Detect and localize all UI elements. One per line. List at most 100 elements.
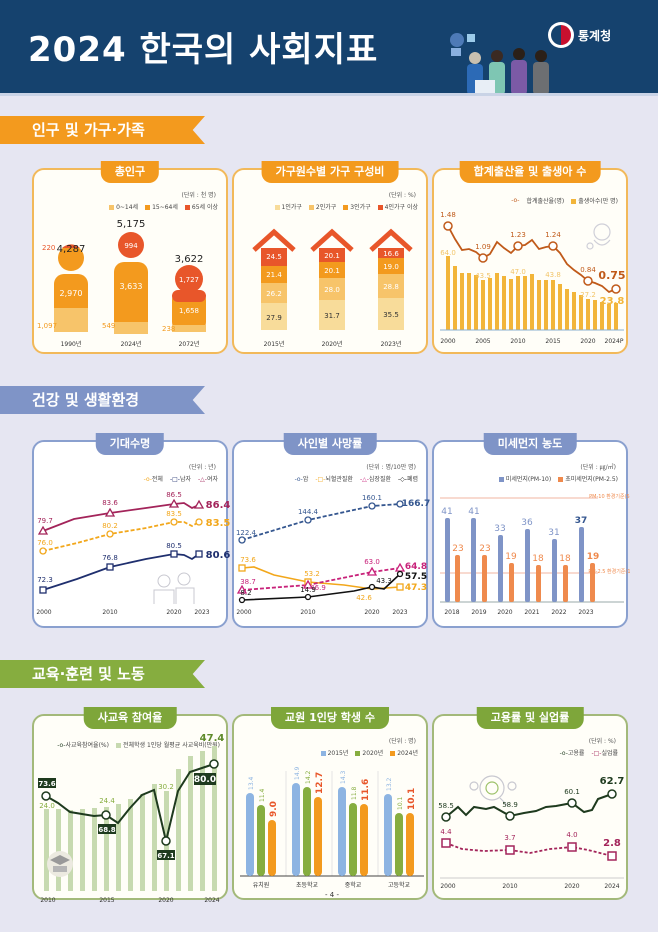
svg-text:57.5: 57.5 (405, 572, 427, 582)
svg-text:238: 238 (162, 325, 175, 333)
fine-dust-chart: PM-10 환경기준(50) PM-2.5 환경기준(15) 41 41 33 36 3… (440, 493, 630, 616)
svg-text:2020: 2020 (364, 609, 379, 616)
card-life-expectancy: 기대수명 (단위 : 년) -o-전체 -□-남자 -△-여자 79.7 83.6… (32, 433, 230, 628)
svg-text:80.5: 80.5 (166, 542, 182, 550)
svg-text:35.5: 35.5 (383, 311, 399, 319)
svg-text:41: 41 (468, 507, 479, 517)
chart-legend: -o-암 -□-뇌혈관질환 -△-심장질환 -◇-폐렴 (294, 476, 418, 483)
svg-text:23: 23 (479, 544, 490, 554)
baby-illustration-icon (586, 223, 611, 250)
chart-legend: 0~14세 15~64세 65세 이상 (109, 202, 218, 211)
people-illustration-icon (450, 33, 549, 95)
svg-text:3.7: 3.7 (504, 834, 515, 842)
svg-text:1.09: 1.09 (475, 243, 491, 251)
card-title: 총인구 (100, 161, 160, 183)
svg-text:27.2: 27.2 (580, 291, 596, 299)
chart-legend: -o- 합계출산율(명) 출생아수(만 명) (511, 197, 618, 205)
svg-text:73.6: 73.6 (38, 780, 55, 788)
card-title: 기대수명 (95, 433, 165, 455)
svg-text:PM-10 환경기준(50): PM-10 환경기준(50) (589, 493, 630, 500)
svg-text:19: 19 (587, 552, 600, 562)
svg-text:12.7: 12.7 (315, 772, 325, 794)
svg-text:43.5: 43.5 (475, 272, 491, 280)
svg-text:19: 19 (505, 552, 517, 562)
svg-text:2010: 2010 (300, 609, 315, 616)
svg-text:2020년: 2020년 (322, 340, 343, 348)
unit-label: (단위 : 명/10만 명) (366, 464, 416, 471)
svg-text:16.6: 16.6 (383, 250, 399, 258)
svg-text:2015년: 2015년 (264, 340, 285, 348)
svg-text:0.75: 0.75 (598, 269, 625, 282)
svg-text:2015: 2015 (545, 338, 560, 345)
svg-text:62.7: 62.7 (600, 776, 625, 787)
svg-text:60.1: 60.1 (564, 788, 580, 796)
card-title: 미세먼지 농도 (483, 433, 577, 455)
svg-text:13.4: 13.4 (248, 776, 255, 790)
svg-text:23.8: 23.8 (600, 296, 625, 307)
svg-text:26.2: 26.2 (266, 290, 282, 298)
svg-text:1.48: 1.48 (440, 211, 456, 219)
chart-legend: 2015년 2020년 2024년 (320, 748, 418, 757)
svg-text:28.8: 28.8 (383, 283, 399, 291)
household-chart: 24.521.426.227.9 2015년 20.120.128.031.7 … (252, 228, 413, 348)
card-title: 합계출산율 및 출생아 수 (459, 161, 601, 183)
svg-text:41: 41 (441, 507, 452, 517)
svg-text:11.4: 11.4 (259, 788, 266, 802)
svg-text:2019: 2019 (471, 609, 486, 616)
svg-text:1,097: 1,097 (37, 322, 57, 330)
svg-text:83.6: 83.6 (102, 499, 118, 507)
svg-text:14.9: 14.9 (300, 586, 316, 594)
svg-text:2010: 2010 (40, 897, 55, 902)
svg-text:9.0: 9.0 (269, 801, 279, 817)
svg-text:2000: 2000 (440, 883, 455, 890)
chart-legend: 1인가구 2인가구 3인가구 4인가구 이상 (274, 202, 418, 211)
svg-text:PM-2.5 환경기준(15): PM-2.5 환경기준(15) (588, 568, 630, 575)
life-expectancy-chart: 79.7 83.6 86.5 76.0 80.2 83.5 72.3 76.8 80.5 8… (36, 491, 230, 616)
svg-text:1990년: 1990년 (61, 340, 82, 348)
svg-text:2010: 2010 (502, 883, 517, 890)
svg-text:86.4: 86.4 (206, 500, 230, 511)
svg-text:76.8: 76.8 (102, 554, 118, 562)
svg-text:2022: 2022 (551, 609, 566, 616)
svg-text:1,727: 1,727 (179, 276, 199, 284)
svg-text:160.1: 160.1 (362, 494, 382, 502)
agency-logo: 통계청 (548, 22, 611, 48)
svg-text:2020: 2020 (497, 609, 512, 616)
svg-text:47.0: 47.0 (510, 268, 526, 276)
svg-text:0.84: 0.84 (580, 266, 596, 274)
svg-text:4,287: 4,287 (57, 244, 86, 255)
private-education-chart: 73.6 68.8 67.1 80.0 24.0 24.4 30.2 47.4 20… (38, 733, 225, 902)
svg-text:2010: 2010 (510, 338, 525, 345)
svg-text:24.4: 24.4 (99, 797, 115, 805)
svg-text:유치원: 유치원 (253, 881, 270, 889)
svg-text:67.1: 67.1 (157, 852, 174, 860)
page-title: 2024 한국의 사회지표 (28, 30, 379, 70)
death-rate-chart: 122.4 144.4 160.1 73.6 53.2 42.6 38.7 46.9 63.… (236, 494, 430, 616)
svg-text:10.1: 10.1 (397, 796, 404, 810)
svg-text:3,633: 3,633 (120, 282, 143, 291)
section-education-labor: 교육·훈련 및 노동 (0, 660, 205, 688)
svg-text:58.5: 58.5 (438, 802, 454, 810)
page-number: - 4 - (325, 891, 339, 899)
svg-text:13.2: 13.2 (386, 777, 393, 791)
svg-text:30.2: 30.2 (158, 783, 174, 791)
elderly-couple-illustration-icon (153, 572, 195, 604)
svg-text:46.9: 46.9 (310, 584, 326, 592)
svg-text:고등학교: 고등학교 (388, 881, 411, 889)
svg-text:2.8: 2.8 (603, 838, 621, 849)
svg-text:2020: 2020 (580, 338, 595, 345)
svg-text:47.4: 47.4 (200, 733, 225, 744)
svg-text:2024P: 2024P (605, 338, 624, 345)
svg-text:2000: 2000 (440, 338, 455, 345)
svg-text:21.4: 21.4 (266, 271, 282, 279)
card-total-population: 총인구 (단위 : 천 명) 0~14세 15~64세 65세 이상 4,287… (32, 161, 228, 354)
card-title: 고용률 및 실업률 (476, 707, 584, 729)
svg-text:47.3: 47.3 (405, 583, 427, 593)
svg-text:37: 37 (575, 516, 588, 526)
svg-text:72.3: 72.3 (37, 576, 53, 584)
header-banner: 2024 한국의 사회지표 통계청 (0, 0, 658, 95)
svg-text:중학교: 중학교 (345, 881, 362, 889)
svg-text:80.0: 80.0 (194, 775, 216, 785)
employment-chart: 58.5 58.9 60.1 62.7 4.4 3.7 4.0 2.8 2000 2010… (438, 775, 625, 890)
svg-text:73.6: 73.6 (240, 556, 256, 564)
